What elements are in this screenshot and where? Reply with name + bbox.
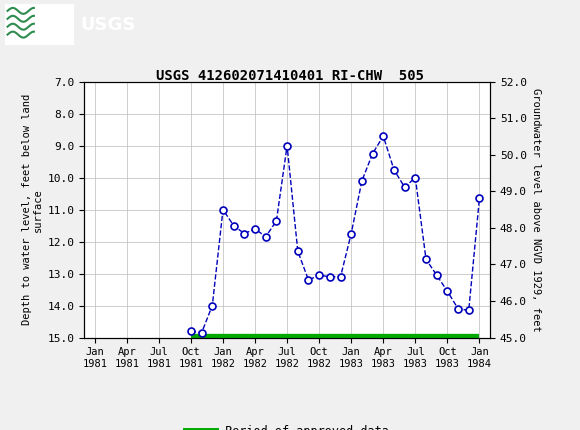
Y-axis label: Depth to water level, feet below land
surface: Depth to water level, feet below land su… <box>21 94 44 325</box>
Bar <box>5 4 74 46</box>
Text: USGS 412602071410401 RI-CHW  505: USGS 412602071410401 RI-CHW 505 <box>156 69 424 83</box>
Y-axis label: Groundwater level above NGVD 1929, feet: Groundwater level above NGVD 1929, feet <box>531 88 541 332</box>
Text: USGS: USGS <box>80 16 135 34</box>
Legend: Period of approved data: Period of approved data <box>181 420 393 430</box>
